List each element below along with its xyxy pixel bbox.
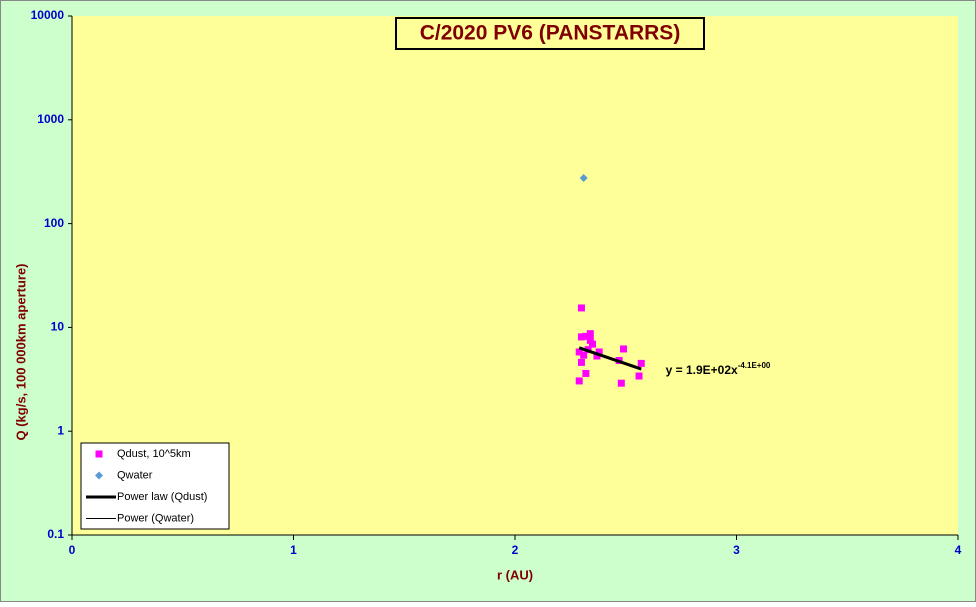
legend-label: Qdust, 10^5km (117, 448, 191, 460)
x-tick-label: 4 (955, 543, 962, 557)
trend-line (578, 346, 642, 371)
data-point (577, 358, 585, 366)
data-point (579, 173, 588, 182)
data-point (589, 340, 597, 348)
y-tick-label: 10 (51, 320, 65, 334)
data-point (577, 304, 585, 312)
legend-label: Qwater (117, 469, 153, 481)
title-box (395, 17, 705, 50)
data-point (620, 345, 628, 353)
data-point (580, 351, 588, 359)
legend-label: Power (Qwater) (117, 512, 194, 524)
x-tick-label: 1 (290, 543, 297, 557)
y-tick-label: 10000 (31, 8, 65, 22)
x-tick-label: 3 (733, 543, 740, 557)
y-tick-label: 1000 (37, 112, 64, 126)
y-tick-label: 100 (44, 216, 64, 230)
data-point (593, 352, 601, 360)
data-point (577, 333, 585, 341)
legend-box (80, 442, 230, 530)
x-tick-label: 2 (512, 543, 519, 557)
data-point (582, 332, 590, 340)
data-point (95, 471, 103, 480)
chart-title: C/2020 PV6 (PANSTARRS) (420, 22, 681, 45)
data-point (575, 348, 583, 356)
data-point (575, 377, 583, 385)
data-point (582, 369, 590, 377)
data-point (586, 330, 594, 338)
data-point (635, 372, 643, 380)
equation-exponent: -4.1E+00 (738, 361, 771, 370)
data-point (595, 348, 603, 356)
y-tick-label: 1 (57, 423, 64, 437)
x-tick-label: 0 (69, 543, 76, 557)
y-tick-label: 0.1 (47, 527, 64, 541)
equation-text: y = 1.9E+02x (666, 363, 738, 377)
legend-label: Power law (Qdust) (117, 491, 207, 503)
x-axis-title: r (AU) (497, 567, 533, 582)
trendline-equation: y = 1.9E+02x-4.1E+00 (666, 361, 771, 377)
data-point (637, 359, 645, 367)
y-axis-title: Q (kg/s, 100 000km aperture) (13, 263, 28, 440)
data-point (586, 336, 594, 344)
data-point (95, 450, 103, 458)
data-point (617, 379, 625, 387)
